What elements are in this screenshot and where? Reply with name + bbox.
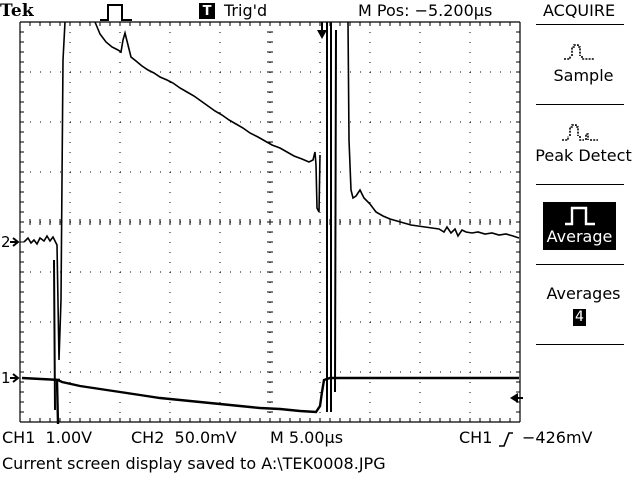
ch2-ground-marker-icon xyxy=(10,237,20,247)
menu-item-label: Peak Detect xyxy=(535,146,632,165)
menu-divider xyxy=(536,104,624,105)
menu-title: ACQUIRE xyxy=(543,1,616,20)
ch1-ground-marker-icon xyxy=(10,373,20,383)
pulse-icon xyxy=(100,4,132,21)
spike-lines xyxy=(53,22,337,412)
graticule xyxy=(19,21,521,423)
sample-mode-icon xyxy=(564,44,594,60)
trigger-position-arrow-icon xyxy=(317,22,327,39)
trigger-source-readout: CH1 xyxy=(459,428,493,447)
averages-value: 4 xyxy=(573,309,586,326)
menu-item-averages[interactable]: Averages xyxy=(527,284,640,303)
horizontal-position-readout: M Pos: −5.200µs xyxy=(358,1,493,20)
rising-edge-icon xyxy=(499,432,513,447)
timebase-readout: M 5.00µs xyxy=(270,428,344,447)
menu-divider xyxy=(536,264,624,265)
ch1-marker-label: 1 xyxy=(1,369,11,387)
trigger-level-arrow-icon xyxy=(510,393,523,403)
menu-divider xyxy=(536,184,624,185)
menu-item-sample[interactable]: Sample xyxy=(527,66,640,85)
ch1-waveform xyxy=(21,376,519,425)
ch1-scale-readout: CH1 1.00V xyxy=(2,428,93,447)
menu-item-label: Average xyxy=(546,227,613,246)
ch2-scale-readout: CH2 50.0mV xyxy=(131,428,237,447)
menu-item-peak-detect[interactable]: Peak Detect xyxy=(527,146,640,165)
menu-item-label: Sample xyxy=(553,66,614,85)
menu-divider xyxy=(536,344,624,345)
trigger-status: Trig'd xyxy=(224,1,268,20)
ch2-waveform xyxy=(23,21,520,361)
menu-divider xyxy=(536,24,624,25)
ch2-marker-label: 2 xyxy=(1,233,11,251)
peak-detect-icon xyxy=(562,124,598,141)
average-mode-icon xyxy=(564,206,595,226)
status-message: Current screen display saved to A:\TEK00… xyxy=(2,454,386,473)
trigger-marker-icon: T xyxy=(199,3,215,19)
menu-item-label: Averages xyxy=(546,284,621,303)
brand-logo: Tek xyxy=(0,1,34,21)
trigger-level-readout: −426mV xyxy=(522,428,593,447)
menu-item-average[interactable]: Average xyxy=(543,202,616,250)
